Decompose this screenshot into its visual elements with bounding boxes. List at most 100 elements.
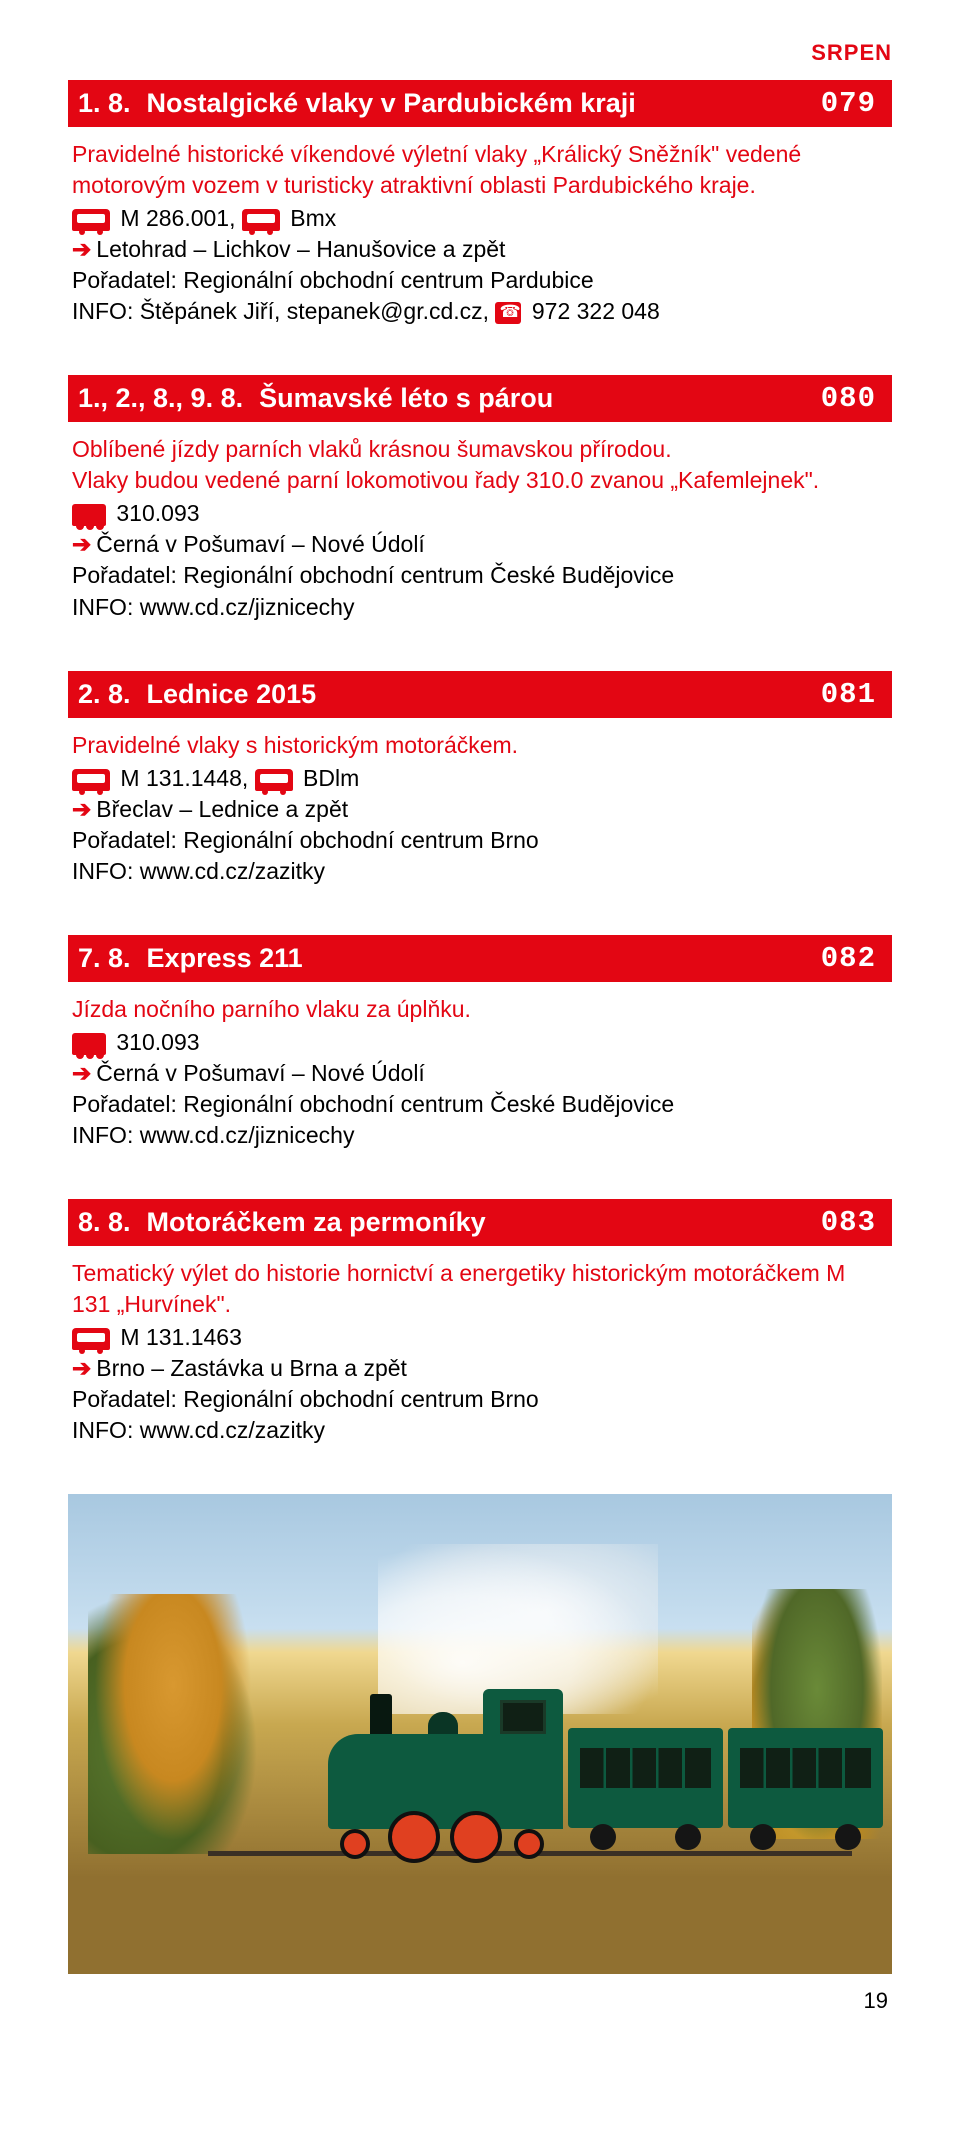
organizer-line: Pořadatel: Regionální obchodní centrum P… [72, 265, 888, 296]
locomotive-icon [72, 504, 106, 526]
event-header: 1., 2., 8., 9. 8. Šumavské léto s párou … [68, 375, 892, 422]
event-header: 7. 8. Express 211 082 [68, 935, 892, 982]
event-body: Tematický výlet do historie hornictví a … [68, 1246, 892, 1446]
arrow-icon: ➔ [72, 531, 91, 557]
vehicle-code: BDlm [303, 765, 359, 791]
event-date: 7. 8. [78, 943, 147, 974]
event-title: Express 211 [147, 943, 821, 974]
railcar-icon [72, 1328, 110, 1350]
event-number: 083 [821, 1206, 876, 1239]
event-date: 8. 8. [78, 1207, 147, 1238]
event-number: 079 [821, 87, 876, 120]
event-card: 7. 8. Express 211 082 Jízda nočního parn… [68, 935, 892, 1151]
page-number: 19 [68, 1988, 892, 2014]
photo-wheel [590, 1824, 616, 1850]
vehicle-line: M 286.001, Bmx [72, 203, 888, 234]
event-description: Pravidelné historické víkendové výletní … [72, 139, 888, 201]
organizer-line: Pořadatel: Regionální obchodní centrum B… [72, 1384, 888, 1415]
vehicle-code: M 131.1463 [120, 1324, 241, 1350]
info-line: INFO: www.cd.cz/zazitky [72, 856, 888, 887]
railcar-icon [255, 769, 293, 791]
event-title: Motoráčkem za permoníky [147, 1207, 821, 1238]
photo-wheel [340, 1829, 370, 1859]
photo-loco-wheels [336, 1815, 556, 1859]
arrow-icon: ➔ [72, 1060, 91, 1086]
photo-loco-window [500, 1700, 546, 1734]
event-description: Tematický výlet do historie hornictví a … [72, 1258, 888, 1320]
event-card: 8. 8. Motoráčkem za permoníky 083 Temati… [68, 1199, 892, 1446]
railcar-icon [72, 769, 110, 791]
photo-car [728, 1728, 883, 1828]
event-card: 1. 8. Nostalgické vlaky v Pardubickém kr… [68, 80, 892, 327]
route-line: ➔Černá v Pošumaví – Nové Údolí [72, 1058, 888, 1089]
organizer-line: Pořadatel: Regionální obchodní centrum Č… [72, 1089, 888, 1120]
route-line: ➔Břeclav – Lednice a zpět [72, 794, 888, 825]
vehicle-line: 310.093 [72, 1027, 888, 1058]
vehicle-line: 310.093 [72, 498, 888, 529]
info-line: INFO: www.cd.cz/zazitky [72, 1415, 888, 1446]
phone-icon [495, 302, 521, 324]
event-description: Oblíbené jízdy parních vlaků krásnou šum… [72, 434, 888, 496]
phone-number: 972 322 048 [532, 298, 660, 324]
event-title: Lednice 2015 [147, 679, 821, 710]
arrow-icon: ➔ [72, 1355, 91, 1381]
event-date: 1. 8. [78, 88, 147, 119]
page-content: SRPEN 1. 8. Nostalgické vlaky v Pardubic… [0, 0, 960, 2034]
vehicle-code: M 131.1448, [120, 765, 248, 791]
arrow-icon: ➔ [72, 236, 91, 262]
photo-trees [88, 1594, 258, 1854]
event-body: Pravidelné historické víkendové výletní … [68, 127, 892, 327]
event-description: Pravidelné vlaky s historickým motoráčke… [72, 730, 888, 761]
route-line: ➔Černá v Pošumaví – Nové Údolí [72, 529, 888, 560]
route-line: ➔Letohrad – Lichkov – Hanušovice a zpět [72, 234, 888, 265]
vehicle-line: M 131.1448, BDlm [72, 763, 888, 794]
event-number: 081 [821, 678, 876, 711]
event-header: 8. 8. Motoráčkem za permoníky 083 [68, 1199, 892, 1246]
event-card: 1., 2., 8., 9. 8. Šumavské léto s párou … [68, 375, 892, 622]
event-description: Jízda nočního parního vlaku za úplňku. [72, 994, 888, 1025]
event-number: 082 [821, 942, 876, 975]
vehicle-code: 310.093 [116, 500, 199, 526]
event-number: 080 [821, 382, 876, 415]
event-body: Jízda nočního parního vlaku za úplňku. 3… [68, 982, 892, 1151]
route-text: Brno – Zastávka u Brna a zpět [96, 1355, 407, 1381]
photo-wheel [514, 1829, 544, 1859]
locomotive-icon [72, 1033, 106, 1055]
photo-car [568, 1728, 723, 1828]
vehicle-code: 310.093 [116, 1029, 199, 1055]
route-line: ➔Brno – Zastávka u Brna a zpět [72, 1353, 888, 1384]
route-text: Černá v Pošumaví – Nové Údolí [96, 1060, 425, 1086]
route-text: Břeclav – Lednice a zpět [96, 796, 348, 822]
photo-wheel [675, 1824, 701, 1850]
route-text: Letohrad – Lichkov – Hanušovice a zpět [96, 236, 505, 262]
arrow-icon: ➔ [72, 796, 91, 822]
event-date: 2. 8. [78, 679, 147, 710]
event-title: Šumavské léto s párou [259, 383, 821, 414]
route-text: Černá v Pošumaví – Nové Údolí [96, 531, 425, 557]
train-photo [68, 1494, 892, 1974]
event-card: 2. 8. Lednice 2015 081 Pravidelné vlaky … [68, 671, 892, 887]
photo-wheel [750, 1824, 776, 1850]
month-label: SRPEN [68, 40, 892, 66]
organizer-line: Pořadatel: Regionální obchodní centrum B… [72, 825, 888, 856]
vehicle-code: Bmx [290, 205, 336, 231]
railcar-icon [72, 209, 110, 231]
event-header: 2. 8. Lednice 2015 081 [68, 671, 892, 718]
event-date: 1., 2., 8., 9. 8. [78, 383, 259, 414]
info-text: INFO: Štěpánek Jiří, stepanek@gr.cd.cz, [72, 298, 489, 324]
info-line: INFO: www.cd.cz/jiznicechy [72, 592, 888, 623]
event-body: Oblíbené jízdy parních vlaků krásnou šum… [68, 422, 892, 622]
vehicle-code: M 286.001, [120, 205, 235, 231]
event-body: Pravidelné vlaky s historickým motoráčke… [68, 718, 892, 887]
railcar-icon [242, 209, 280, 231]
info-line: INFO: www.cd.cz/jiznicechy [72, 1120, 888, 1151]
vehicle-line: M 131.1463 [72, 1322, 888, 1353]
photo-wheel [450, 1811, 502, 1863]
photo-loco-chimney [370, 1694, 392, 1736]
info-line: INFO: Štěpánek Jiří, stepanek@gr.cd.cz, … [72, 296, 888, 327]
event-header: 1. 8. Nostalgické vlaky v Pardubickém kr… [68, 80, 892, 127]
photo-wheel [835, 1824, 861, 1850]
photo-wheel [388, 1811, 440, 1863]
event-title: Nostalgické vlaky v Pardubickém kraji [147, 88, 821, 119]
organizer-line: Pořadatel: Regionální obchodní centrum Č… [72, 560, 888, 591]
